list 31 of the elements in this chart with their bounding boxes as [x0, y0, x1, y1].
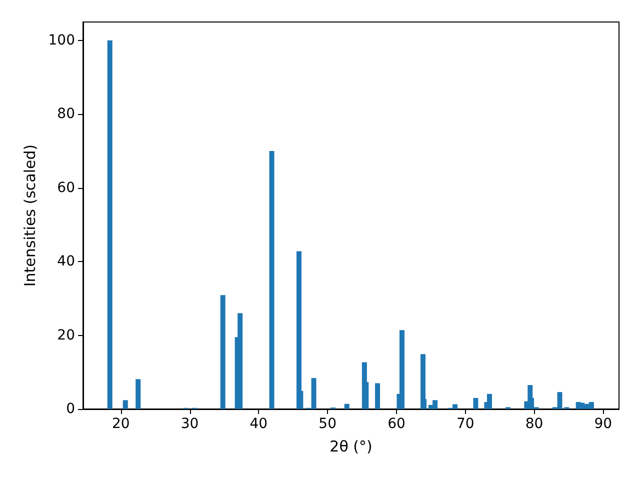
x-axis-title: 2θ (°): [330, 438, 372, 456]
bar: [296, 251, 302, 409]
bar: [432, 400, 438, 409]
bar: [122, 400, 128, 409]
y-tick-label: 60: [57, 180, 75, 196]
x-tick-label: 50: [318, 416, 336, 432]
bar: [399, 330, 404, 409]
bar: [375, 383, 380, 409]
y-tick-label: 100: [48, 32, 75, 48]
x-tick-label: 80: [525, 416, 544, 432]
y-tick-label: 40: [57, 254, 75, 270]
x-tick-label: 40: [250, 416, 268, 432]
bar: [588, 402, 594, 409]
x-tick-label: 20: [112, 416, 130, 432]
x-tick-label: 30: [180, 416, 199, 432]
bar: [107, 40, 112, 409]
x-tick-label: 60: [388, 416, 406, 432]
bar: [238, 313, 243, 409]
y-tick-label: 20: [57, 327, 75, 344]
bar: [136, 379, 141, 409]
bar: [473, 398, 478, 409]
bar: [486, 394, 492, 409]
bar: [269, 151, 274, 409]
y-tick-label: 80: [57, 106, 75, 122]
bar: [344, 404, 350, 409]
y-axis-title: Intensities (scaled): [20, 144, 39, 287]
y-tick-label: 0: [66, 401, 75, 417]
bar: [220, 295, 226, 409]
x-tick-label: 70: [456, 416, 474, 432]
x-tick-label: 90: [594, 416, 612, 432]
bar: [452, 404, 458, 409]
